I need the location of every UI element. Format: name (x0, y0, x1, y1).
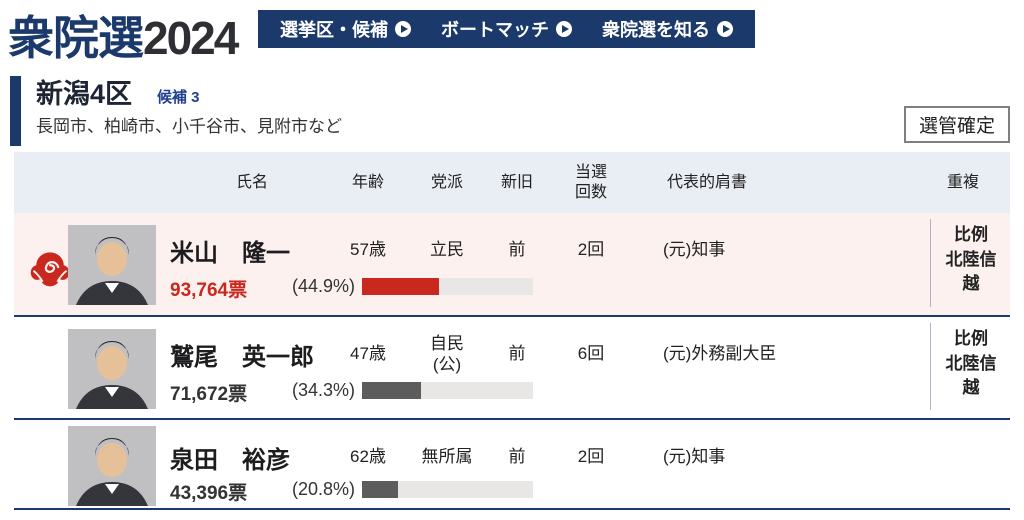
candidate-party: 無所属 (421, 447, 473, 467)
logo-title: 衆院選 (8, 12, 144, 64)
vote-share-bar (362, 382, 533, 399)
site-logo[interactable]: 衆院選2024 (8, 2, 239, 68)
vote-share-bar-fill (362, 382, 421, 399)
vote-share-bar-fill (362, 481, 398, 498)
logo-year: 2024 (143, 12, 239, 64)
candidate-rep-title: (元)外務副大臣 (663, 344, 777, 364)
candidate-age: 57歳 (350, 240, 386, 260)
candidate-party: 立民 (430, 240, 464, 260)
candidate-photo (68, 426, 156, 506)
candidate-duplicate-block: 比例 北陸信 越 (945, 329, 997, 398)
candidate-rep-title: (元)知事 (663, 447, 726, 467)
table-header: 氏名 年齢 党派 新旧 当選 回数 代表的肩書 重複 (14, 152, 1010, 213)
candidate-incumbency: 前 (508, 344, 526, 364)
status-badge-confirmed: 選管確定 (903, 106, 1010, 143)
candidate-rep-title: (元)知事 (663, 240, 726, 260)
table-row: 米山 隆一 57歳 立民 前 2回 (元)知事 93,764票 (44.9%) … (14, 213, 1010, 317)
candidate-votes: 43,396票 (170, 483, 248, 504)
candidate-votes: 93,764票 (170, 280, 248, 301)
col-header-age: 年齢 (351, 173, 384, 191)
vote-share-bar (362, 278, 533, 295)
nav-item-label: 選挙区・候補 (280, 20, 388, 40)
winner-rose-icon (30, 252, 70, 287)
play-circle-icon (395, 21, 411, 37)
candidate-party: 自民 (公) (430, 333, 464, 374)
duplicate-column-divider (930, 219, 931, 307)
nav-item-vote-match[interactable]: ボートマッチ (441, 16, 572, 42)
candidate-count: 候補 3 (157, 89, 200, 106)
main-nav: 選挙区・候補 ボートマッチ 衆院選を知る (258, 10, 755, 48)
candidate-name: 鷲尾 英一郎 (170, 343, 314, 371)
candidate-incumbency: 前 (508, 240, 526, 260)
col-header-rep-title: 代表的肩書 (666, 173, 747, 191)
nav-item-districts-candidates[interactable]: 選挙区・候補 (280, 16, 411, 42)
table-row: 泉田 裕彦 62歳 無所属 前 2回 (元)知事 43,396票 (20.8%) (14, 420, 1010, 510)
play-circle-icon (556, 21, 572, 37)
candidate-incumbency: 前 (508, 447, 526, 467)
col-header-party: 党派 (430, 173, 463, 191)
candidate-percent: (20.8%) (292, 479, 356, 499)
district-area: 長岡市、柏崎市、小千谷市、見附市など (36, 117, 342, 136)
candidate-percent: (34.3%) (292, 380, 356, 400)
vote-share-bar-fill (362, 278, 439, 295)
duplicate-column-divider (930, 323, 931, 410)
col-header-wins: 当選 回数 (574, 163, 607, 201)
candidate-photo (68, 329, 156, 409)
col-header-incumbency: 新旧 (500, 173, 533, 191)
candidate-wins: 2回 (577, 447, 605, 467)
play-circle-icon (717, 21, 733, 37)
vote-share-bar (362, 481, 533, 498)
table-row: 鷲尾 英一郎 47歳 自民 (公) 前 6回 (元)外務副大臣 71,672票 … (14, 317, 1010, 420)
candidate-votes: 71,672票 (170, 384, 248, 405)
district-accent-bar (10, 76, 21, 146)
nav-item-label: 衆院選を知る (602, 20, 710, 40)
candidate-wins: 6回 (577, 344, 605, 364)
col-header-duplicate: 重複 (946, 173, 979, 191)
nav-item-about-election[interactable]: 衆院選を知る (602, 16, 733, 42)
candidate-age: 62歳 (350, 447, 386, 467)
candidate-duplicate-block: 比例 北陸信 越 (945, 225, 997, 294)
candidate-percent: (44.9%) (292, 276, 356, 296)
candidate-age: 47歳 (350, 344, 386, 364)
candidate-table: 米山 隆一 57歳 立民 前 2回 (元)知事 93,764票 (44.9%) … (14, 213, 1010, 510)
candidate-name: 米山 隆一 (170, 239, 290, 267)
col-header-name: 氏名 (235, 173, 268, 191)
candidate-name: 泉田 裕彦 (170, 446, 290, 474)
district-name: 新潟4区 (36, 79, 133, 109)
candidate-photo (68, 225, 156, 305)
candidate-wins: 2回 (577, 240, 605, 260)
nav-item-label: ボートマッチ (441, 20, 549, 40)
